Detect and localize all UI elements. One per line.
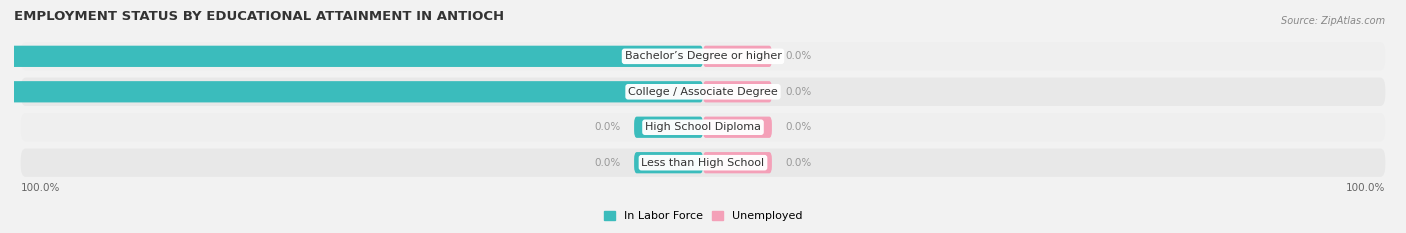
FancyBboxPatch shape <box>703 152 772 173</box>
Text: EMPLOYMENT STATUS BY EDUCATIONAL ATTAINMENT IN ANTIOCH: EMPLOYMENT STATUS BY EDUCATIONAL ATTAINM… <box>14 10 505 23</box>
FancyBboxPatch shape <box>21 42 1385 71</box>
FancyBboxPatch shape <box>703 81 772 103</box>
Text: 0.0%: 0.0% <box>786 51 811 61</box>
Text: College / Associate Degree: College / Associate Degree <box>628 87 778 97</box>
FancyBboxPatch shape <box>21 78 1385 106</box>
Text: 0.0%: 0.0% <box>595 158 620 168</box>
FancyBboxPatch shape <box>703 46 772 67</box>
Legend: In Labor Force, Unemployed: In Labor Force, Unemployed <box>603 211 803 221</box>
Text: Bachelor’s Degree or higher: Bachelor’s Degree or higher <box>624 51 782 61</box>
Text: Less than High School: Less than High School <box>641 158 765 168</box>
FancyBboxPatch shape <box>703 116 772 138</box>
Text: 100.0%: 100.0% <box>21 183 60 193</box>
Text: 0.0%: 0.0% <box>786 87 811 97</box>
Text: High School Diploma: High School Diploma <box>645 122 761 132</box>
FancyBboxPatch shape <box>21 113 1385 141</box>
FancyBboxPatch shape <box>0 81 703 103</box>
Text: 100.0%: 100.0% <box>1346 183 1385 193</box>
Text: 0.0%: 0.0% <box>786 122 811 132</box>
Text: 0.0%: 0.0% <box>786 158 811 168</box>
Text: Source: ZipAtlas.com: Source: ZipAtlas.com <box>1281 16 1385 26</box>
FancyBboxPatch shape <box>634 116 703 138</box>
FancyBboxPatch shape <box>21 148 1385 177</box>
Text: 0.0%: 0.0% <box>595 122 620 132</box>
FancyBboxPatch shape <box>0 46 703 67</box>
FancyBboxPatch shape <box>634 152 703 173</box>
